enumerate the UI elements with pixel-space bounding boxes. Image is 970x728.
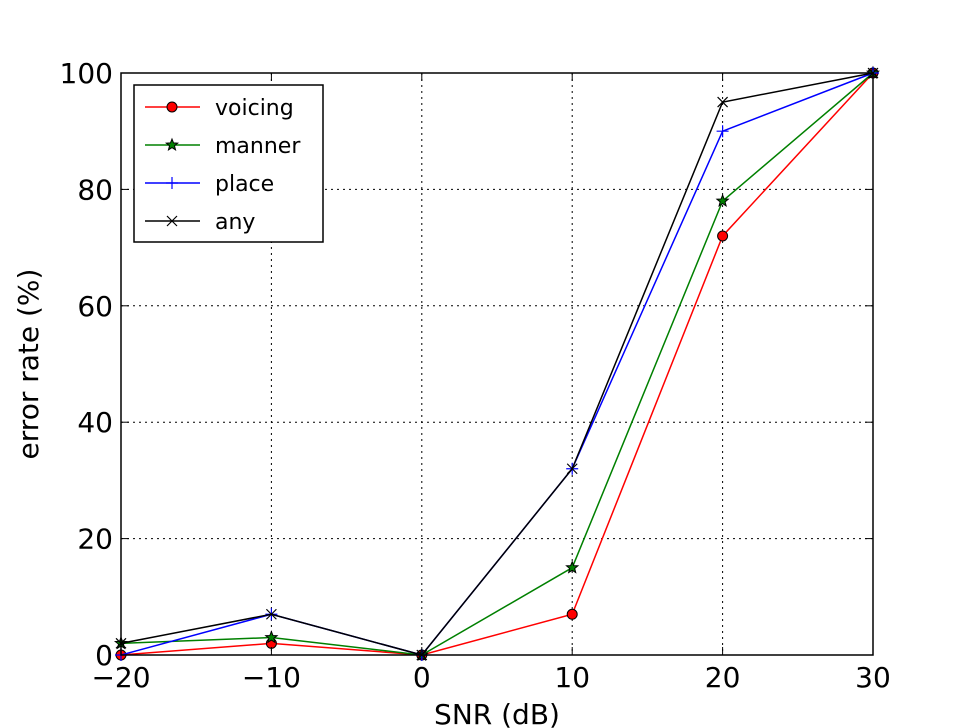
data-point-voicing: [717, 230, 729, 242]
series-line-voicing: [120, 72, 874, 656]
y-tick-label: 0: [95, 639, 113, 672]
y-axis-label: error rate (%): [12, 269, 45, 460]
legend-marker: [166, 177, 178, 189]
data-point-manner: [565, 560, 580, 574]
legend-marker: [166, 215, 178, 227]
legend-label: any: [215, 210, 255, 235]
legend-label: place: [215, 172, 274, 197]
data-point-manner: [264, 630, 279, 644]
data-point-any: [566, 463, 578, 475]
x-tick-label: −20: [91, 661, 150, 694]
legend-item-voicing: voicing: [145, 96, 294, 121]
x-tick-label: 0: [413, 661, 431, 694]
legend-marker: [164, 137, 180, 151]
x-tick-label: 20: [705, 661, 741, 694]
legend-marker: [166, 101, 178, 113]
y-tick-label: 20: [77, 523, 113, 556]
data-point-manner: [715, 193, 730, 207]
tick-labels: −20 −10 0 10 20 30 0 20 40 60 80 100: [60, 57, 891, 694]
legend-item-place: place: [145, 172, 274, 197]
x-tick-label: 10: [554, 661, 590, 694]
ticks: [120, 72, 874, 656]
data-point-any: [265, 608, 277, 620]
x-tick-label: −10: [242, 661, 301, 694]
legend-label: manner: [215, 134, 301, 159]
y-tick-label: 60: [77, 290, 113, 323]
series-line-any: [120, 72, 874, 656]
legend: voicing manner place any: [133, 84, 324, 243]
x-tick-label: 30: [855, 661, 891, 694]
plot-frame: [120, 72, 874, 656]
data-point-place: [716, 125, 729, 138]
legend-item-any: any: [145, 210, 255, 235]
y-tick-label: 40: [77, 406, 113, 439]
data-point-voicing: [566, 608, 578, 620]
legend-item-manner: manner: [145, 134, 301, 159]
series-line-manner: [120, 72, 874, 656]
y-tick-label: 80: [77, 173, 113, 206]
data-point-any: [717, 96, 729, 108]
y-tick-label: 100: [60, 57, 113, 90]
x-axis-label: SNR (dB): [434, 698, 560, 728]
legend-label: voicing: [215, 96, 294, 121]
legend-box: [133, 84, 324, 243]
